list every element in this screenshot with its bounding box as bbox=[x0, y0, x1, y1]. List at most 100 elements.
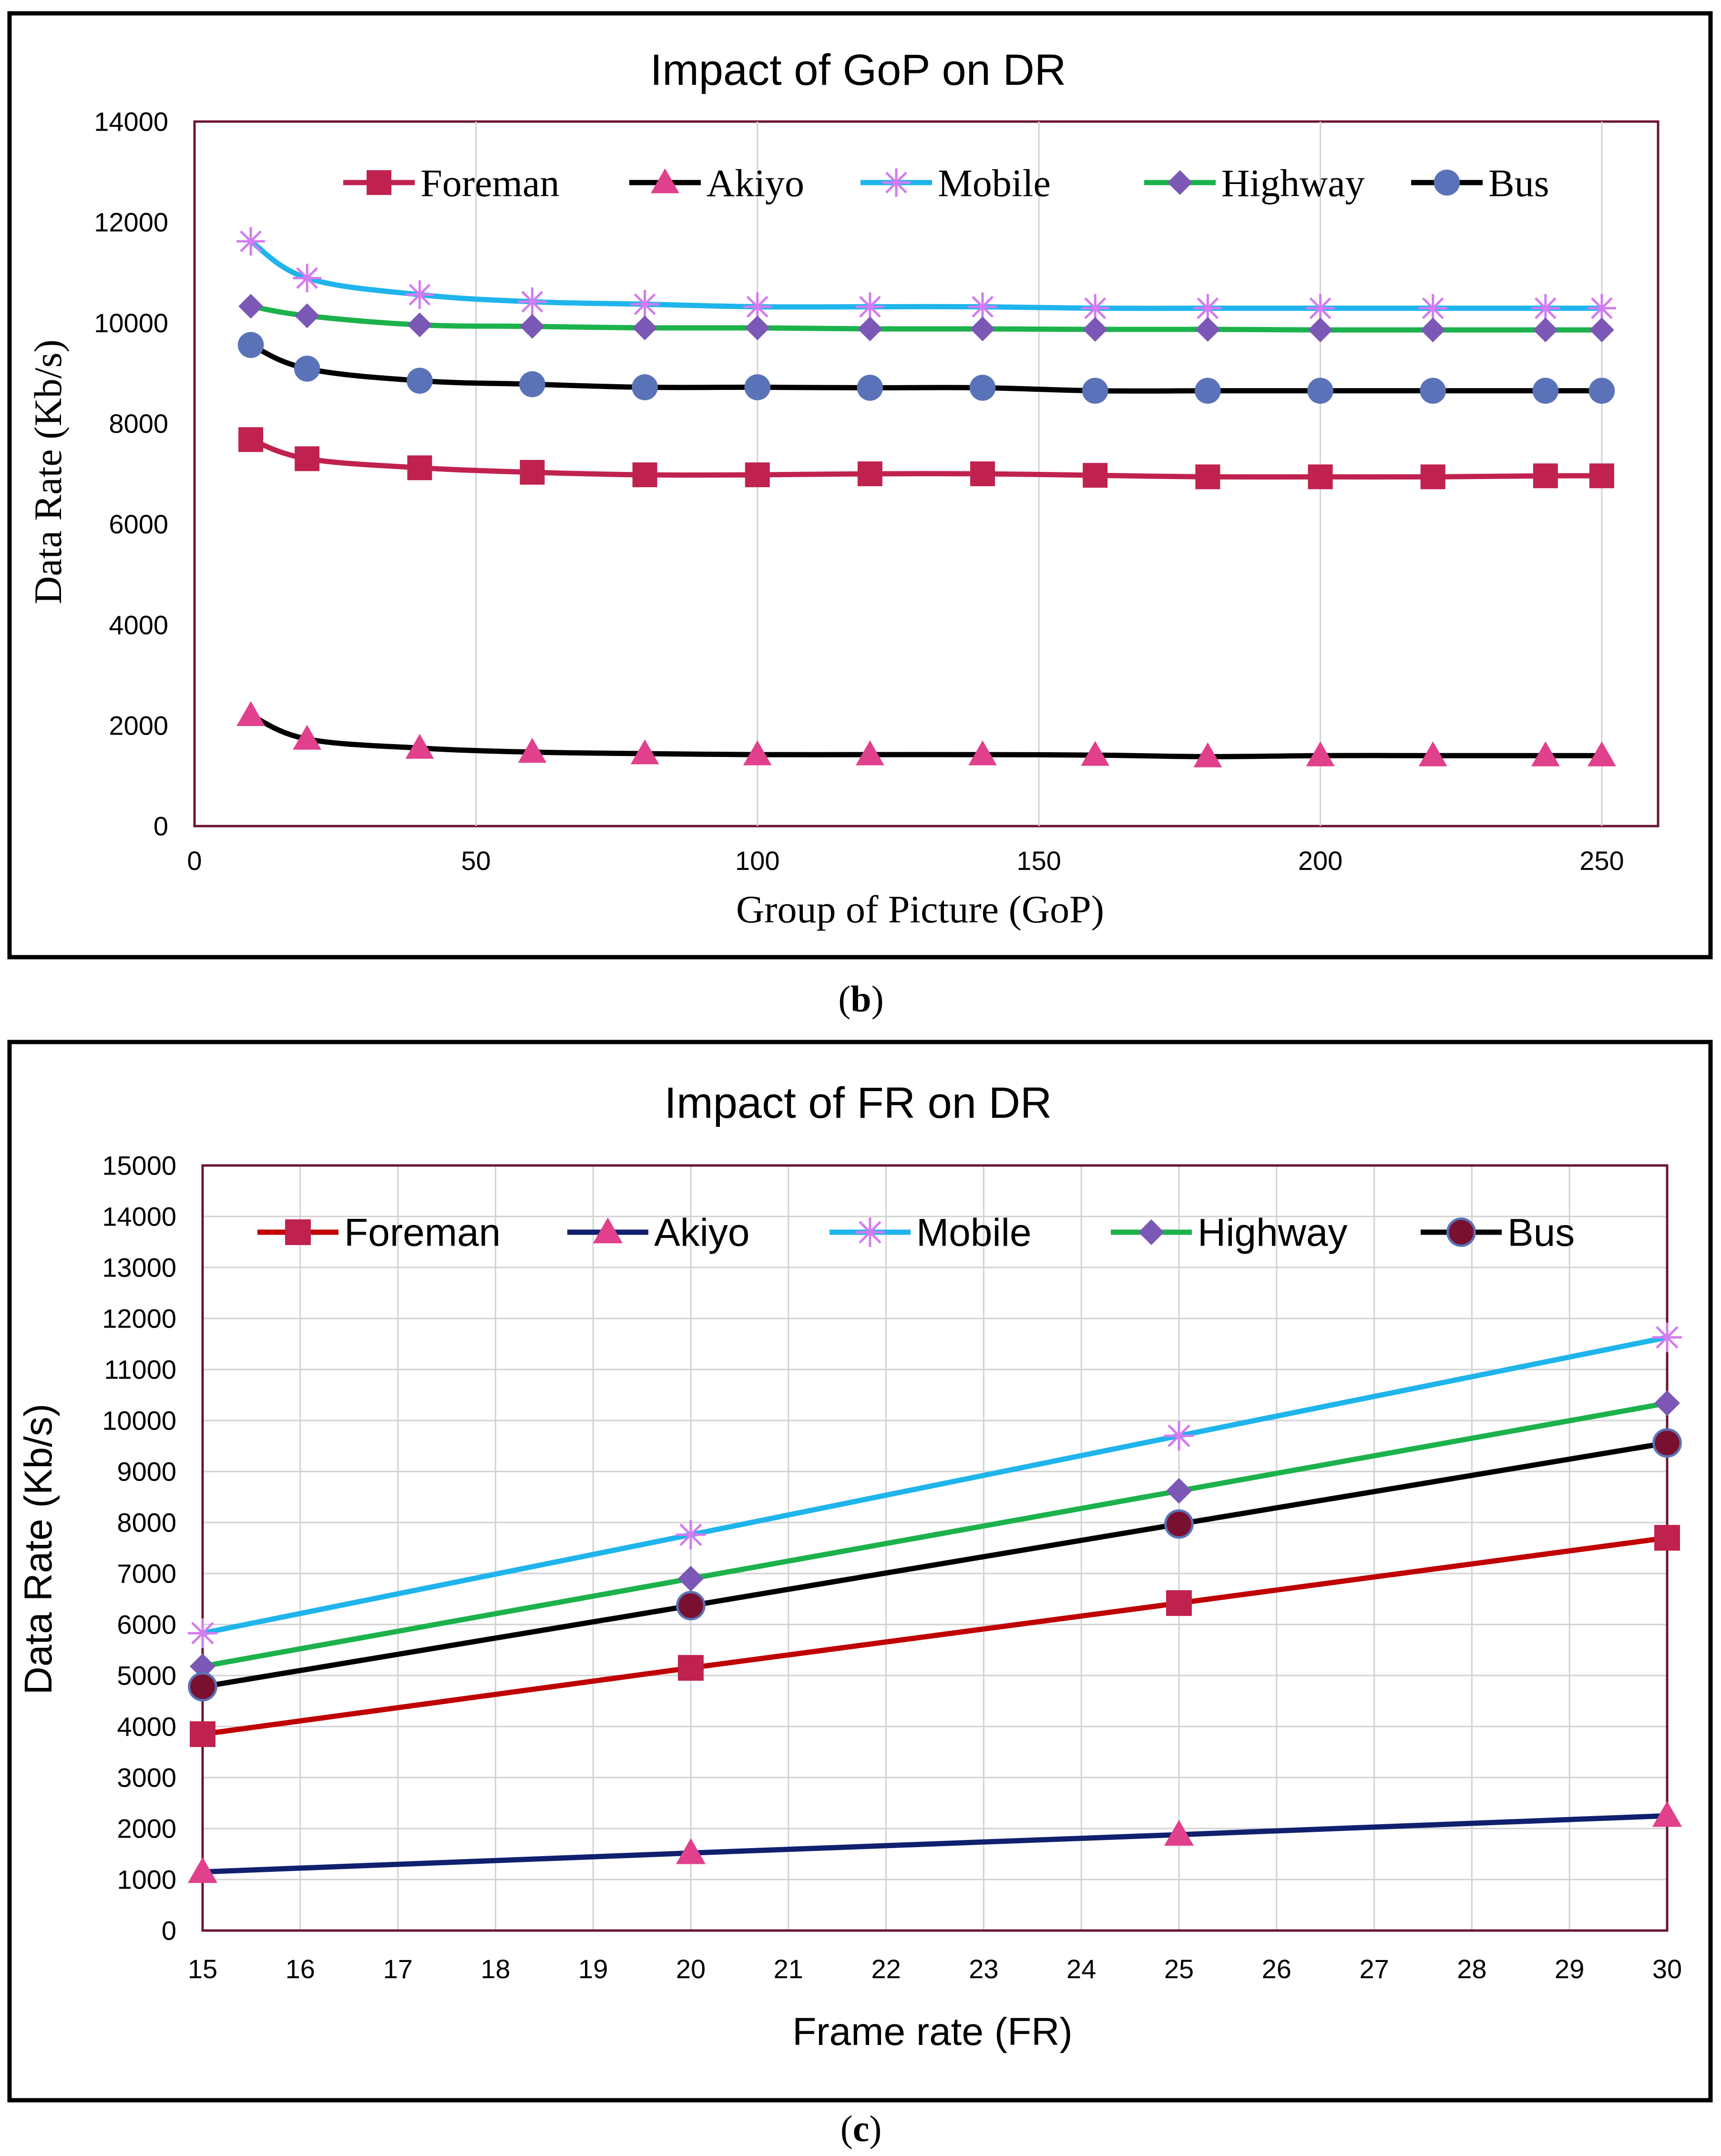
akiyo-data-point bbox=[1418, 741, 1447, 766]
akiyo-data-point bbox=[518, 737, 547, 763]
y-tick-label: 7000 bbox=[117, 1559, 176, 1589]
foreman-legend-marker bbox=[285, 1219, 311, 1245]
foreman-series-line bbox=[250, 437, 1602, 480]
bus-data-point bbox=[632, 374, 658, 400]
akiyo-data-point bbox=[856, 740, 884, 766]
foreman-data-point bbox=[520, 460, 545, 485]
bus-data-point bbox=[1164, 1509, 1194, 1539]
bus-data-point bbox=[1307, 378, 1333, 404]
chart-c-y-axis-label: Data Rate (Kb/s) bbox=[17, 1404, 60, 1695]
bus-data-point bbox=[676, 1591, 706, 1621]
x-tick-label: 200 bbox=[1298, 846, 1342, 876]
x-tick-label: 18 bbox=[481, 1954, 510, 1984]
foreman-data-point bbox=[857, 461, 882, 486]
highway-data-point bbox=[632, 315, 657, 340]
chart-c-series bbox=[187, 1322, 1682, 1883]
chart-b-title: Impact of GoP on DR bbox=[650, 46, 1066, 94]
bus-series-line bbox=[202, 1440, 1668, 1689]
y-tick-label: 11000 bbox=[104, 1355, 176, 1385]
bus-legend-marker bbox=[1434, 169, 1460, 196]
mobile-series-line bbox=[202, 1335, 1668, 1636]
y-tick-label: 2000 bbox=[117, 1814, 176, 1844]
mobile-data-point bbox=[630, 290, 659, 319]
akiyo-data-point bbox=[187, 1857, 218, 1883]
bus-data-point bbox=[407, 368, 433, 394]
foreman-legend-marker bbox=[367, 170, 391, 195]
x-tick-label: 0 bbox=[187, 846, 202, 876]
x-tick-label: 27 bbox=[1359, 1954, 1389, 1984]
akiyo-data-point bbox=[293, 725, 322, 750]
y-tick-label: 9000 bbox=[117, 1457, 176, 1487]
akiyo-data-point bbox=[630, 739, 659, 765]
x-tick-label: 29 bbox=[1555, 1954, 1584, 1984]
highway-data-point bbox=[970, 316, 995, 341]
y-tick-label: 0 bbox=[162, 1916, 176, 1946]
akiyo-data-point bbox=[1081, 741, 1110, 766]
akiyo-data-point bbox=[743, 740, 772, 766]
y-tick-label: 6000 bbox=[117, 1610, 176, 1640]
highway-data-point bbox=[1083, 317, 1108, 342]
y-tick-label: 8000 bbox=[117, 1508, 176, 1538]
akiyo-data-point bbox=[405, 734, 434, 759]
foreman-data-point bbox=[678, 1655, 704, 1681]
akiyo-legend-label: Akiyo bbox=[707, 162, 804, 205]
mobile-data-point bbox=[1531, 294, 1560, 323]
x-tick-label: 250 bbox=[1579, 846, 1624, 876]
mobile-series-line bbox=[249, 239, 1602, 311]
y-tick-label: 10000 bbox=[102, 1406, 176, 1436]
akiyo-data-point bbox=[1531, 741, 1560, 766]
foreman-data-point bbox=[1420, 464, 1445, 490]
y-tick-label: 8000 bbox=[109, 409, 168, 439]
highway-legend-label: Highway bbox=[1221, 162, 1365, 205]
highway-data-point bbox=[1195, 317, 1220, 342]
highway-data-point bbox=[1420, 317, 1445, 343]
foreman-data-point bbox=[1533, 463, 1558, 489]
akiyo-data-point bbox=[676, 1838, 706, 1864]
bus-legend-label: Bus bbox=[1488, 162, 1549, 205]
mobile-legend-marker bbox=[855, 1217, 885, 1247]
mobile-legend-label: Mobile bbox=[916, 1211, 1032, 1255]
chart-b-plot-area bbox=[193, 120, 1660, 828]
chart-b-series bbox=[236, 227, 1616, 767]
foreman-data-point bbox=[1083, 463, 1108, 488]
y-tick-label: 4000 bbox=[117, 1712, 176, 1742]
caption-c-letter: c bbox=[853, 2108, 870, 2149]
foreman-data-point bbox=[1166, 1590, 1192, 1616]
y-tick-label: 3000 bbox=[117, 1763, 176, 1793]
y-tick-label: 15000 bbox=[102, 1151, 176, 1181]
mobile-data-point bbox=[743, 292, 772, 321]
akiyo-data-point bbox=[1306, 741, 1335, 766]
mobile-data-point bbox=[1193, 294, 1222, 323]
highway-data-point bbox=[407, 312, 432, 337]
akiyo-legend-label: Akiyo bbox=[654, 1211, 750, 1255]
mobile-data-point bbox=[676, 1520, 706, 1550]
mobile-data-point bbox=[518, 287, 547, 316]
foreman-data-point bbox=[1195, 464, 1220, 490]
x-tick-label: 100 bbox=[735, 846, 779, 876]
foreman-data-point bbox=[190, 1721, 215, 1747]
x-tick-label: 23 bbox=[969, 1954, 998, 1984]
highway-data-point bbox=[1308, 317, 1333, 343]
highway-legend-label: Highway bbox=[1198, 1211, 1347, 1255]
caption-c: (c) bbox=[840, 2108, 882, 2149]
mobile-data-point bbox=[1418, 294, 1447, 323]
akiyo-series-line bbox=[249, 713, 1602, 759]
bus-data-point bbox=[294, 356, 320, 382]
mobile-data-point bbox=[187, 1618, 218, 1648]
chart-b-y-axis-label: Data Rate (Kb/s) bbox=[26, 339, 70, 604]
mobile-data-point bbox=[1306, 294, 1335, 323]
akiyo-data-point bbox=[1588, 741, 1616, 766]
foreman-data-point bbox=[238, 427, 264, 452]
y-tick-label: 0 bbox=[154, 811, 168, 841]
akiyo-legend-marker bbox=[651, 168, 679, 194]
bus-data-point bbox=[519, 371, 545, 398]
x-tick-label: 16 bbox=[286, 1954, 315, 1984]
x-tick-label: 25 bbox=[1164, 1954, 1194, 1984]
chart-b-legend: Foreman Akiyo Mobile Highway Bus bbox=[343, 162, 1549, 205]
x-tick-label: 22 bbox=[871, 1954, 901, 1984]
foreman-data-point bbox=[295, 446, 320, 471]
y-tick-label: 14000 bbox=[94, 107, 168, 137]
highway-data-point bbox=[1654, 1390, 1680, 1416]
x-tick-label: 20 bbox=[676, 1954, 706, 1984]
chart-c-legend: Foreman Akiyo Mobile Highway Bus bbox=[257, 1211, 1575, 1255]
